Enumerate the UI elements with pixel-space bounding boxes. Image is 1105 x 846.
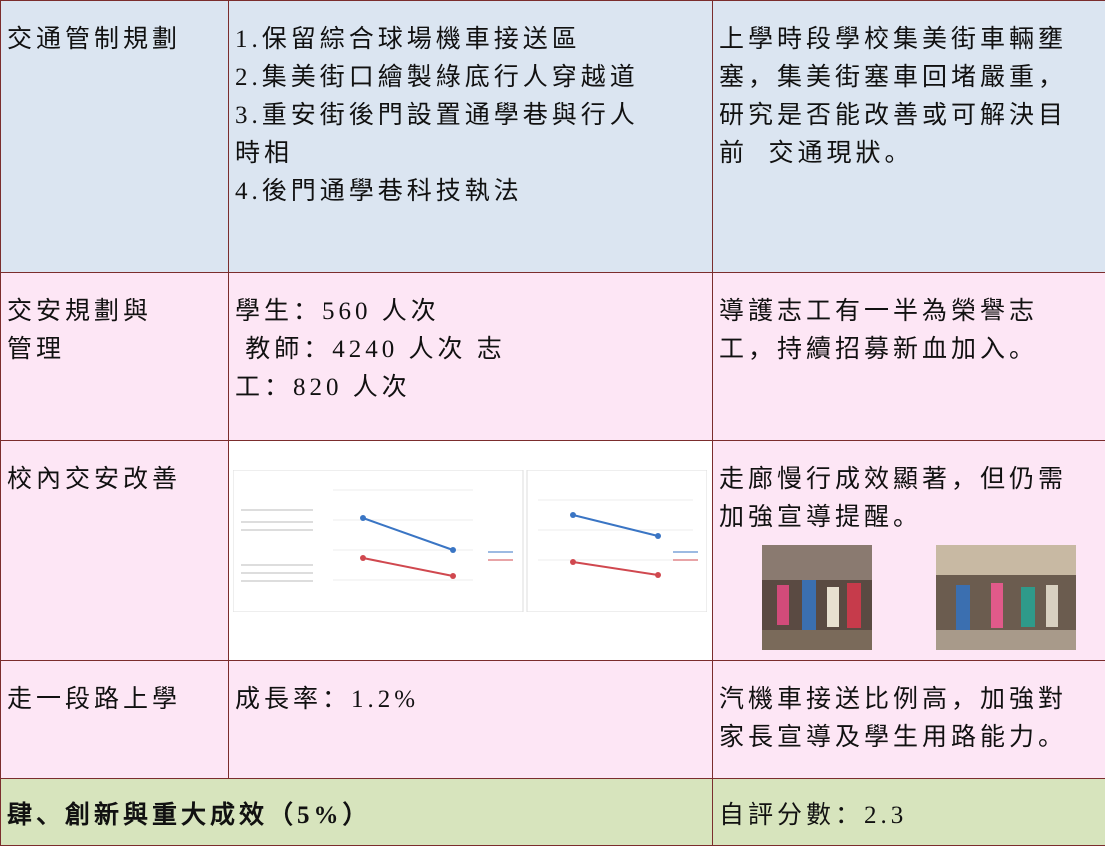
cell-text: 交安規劃與 xyxy=(7,298,153,325)
cell-text: 走一段路上學 xyxy=(7,686,182,713)
table-cell: 導護志工有一半為榮譽志 工，持續招募新血加入。 xyxy=(712,272,1105,441)
cell-text: 加強宣導提醒。 xyxy=(719,504,923,531)
cell-text: 塞，集美街塞車回堵嚴重， xyxy=(719,64,1068,91)
cell-text: 教師：4240 人次 志 xyxy=(235,336,506,363)
photo xyxy=(762,545,872,650)
table-cell: 上學時段學校集美街車輛壅 塞，集美街塞車回堵嚴重， 研究是否能改善或可解決目前 交通… xyxy=(712,0,1105,273)
cell-text: 自評分數：2.3 xyxy=(719,802,908,829)
cell-text: 研究是否能改善或可解決目 xyxy=(719,102,1068,129)
cell-text: 汽機車接送比例高，加強對 xyxy=(719,686,1068,713)
table-cell: 成長率：1.2% xyxy=(228,660,713,779)
cell-text: 走廊慢行成效顯著，但仍需 xyxy=(719,466,1068,493)
chart-thumbnail-image xyxy=(233,470,707,612)
cell-text: 工：820 人次 xyxy=(235,374,411,401)
cell-text: 學生：560 人次 xyxy=(235,298,440,325)
cell-text: 工，持續招募新血加入。 xyxy=(719,336,1039,363)
cell-text: 時相 xyxy=(235,140,294,167)
cell-text: 前 交通現狀。 xyxy=(719,140,914,167)
cell-text: 1.保留綜合球場機車接送區 xyxy=(235,26,581,53)
cell-text: 交通管制規劃 xyxy=(7,26,182,53)
table-cell: 交通管制規劃 xyxy=(0,0,229,273)
table-cell: 1.保留綜合球場機車接送區 2.集美街口繪製綠底行人穿越道 3.重安街後門設置通學巷… xyxy=(228,0,713,273)
table-cell: 走一段路上學 xyxy=(0,660,229,779)
cell-text: 家長宣導及學生用路能力。 xyxy=(719,724,1068,751)
cell-text: 4.後門通學巷科技執法 xyxy=(235,178,523,205)
photo xyxy=(936,545,1076,650)
cell-text: 校內交安改善 xyxy=(7,466,182,493)
cell-text: 上學時段學校集美街車輛壅 xyxy=(719,26,1068,53)
table-cell: 肆、創新與重大成效（5%） xyxy=(0,778,713,846)
cell-text: 肆、創新與重大成效（5%） xyxy=(7,802,372,829)
table-cell: 學生：560 人次 教師：4240 人次 志工：820 人次 xyxy=(228,272,713,441)
cell-text: 管理 xyxy=(7,336,66,363)
table-cell: 交安規劃與 管理 xyxy=(0,272,229,441)
cell-text: 成長率：1.2% xyxy=(235,686,420,713)
cell-text: 3.重安街後門設置通學巷與行人 xyxy=(235,102,639,129)
cell-text: 導護志工有一半為榮譽志 xyxy=(719,298,1039,325)
table-cell: 自評分數：2.3 xyxy=(712,778,1105,846)
table-cell: 校內交安改善 xyxy=(0,440,229,661)
table-cell: 汽機車接送比例高，加強對 家長宣導及學生用路能力。 xyxy=(712,660,1105,779)
cell-text: 2.集美街口繪製綠底行人穿越道 xyxy=(235,64,639,91)
